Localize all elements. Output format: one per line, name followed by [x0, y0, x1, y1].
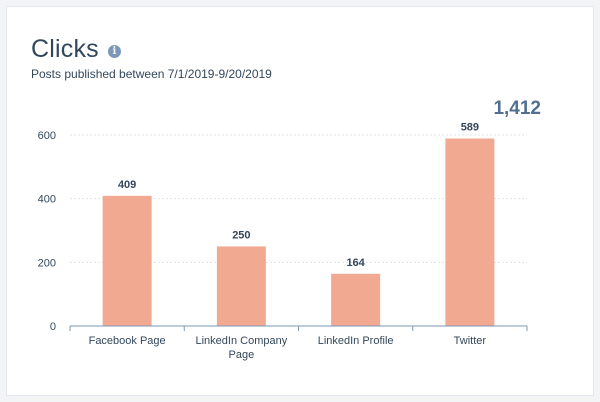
bar[interactable] — [445, 138, 495, 326]
x-category-label: Twitter — [454, 335, 487, 347]
total-clicks: 1,412 — [493, 98, 541, 119]
bar[interactable] — [102, 195, 152, 326]
y-tick-label: 200 — [38, 257, 56, 269]
data-label: 589 — [461, 122, 479, 134]
info-icon[interactable]: i — [107, 45, 121, 58]
y-tick-label: 600 — [38, 130, 56, 142]
data-label: 164 — [346, 257, 365, 269]
y-tick-label: 400 — [38, 194, 56, 206]
y-tick-label: 0 — [50, 321, 56, 333]
data-label: 409 — [118, 179, 136, 191]
chart-title: Clicks — [31, 35, 99, 63]
chart-subtitle: Posts published between 7/1/2019-9/20/20… — [31, 67, 272, 81]
x-category-label: LinkedIn Profile — [318, 335, 394, 347]
title-row: Clicks i — [31, 35, 121, 64]
data-label: 250 — [232, 229, 250, 241]
x-category-label: LinkedIn Company Page — [196, 335, 288, 361]
bar[interactable] — [216, 246, 266, 326]
x-category-label: Facebook Page — [89, 335, 166, 347]
bar[interactable] — [331, 273, 381, 326]
